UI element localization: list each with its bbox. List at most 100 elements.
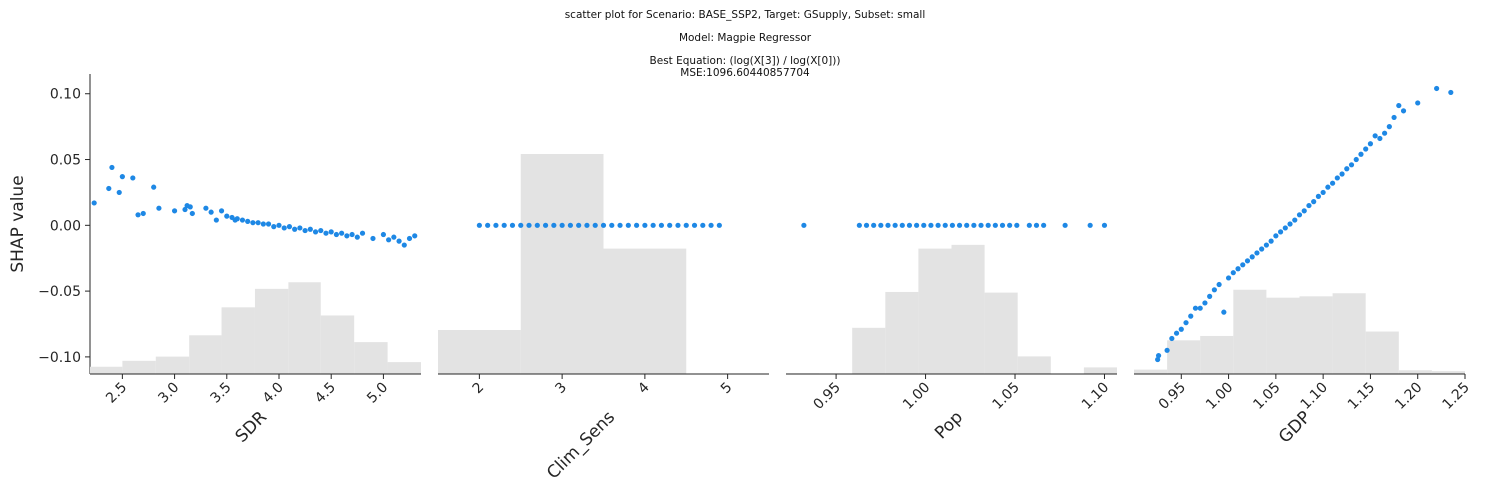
histogram-bar <box>354 342 388 374</box>
scatter-point <box>1225 275 1232 281</box>
x-tick-label: 4.5 <box>312 380 339 407</box>
scatter-point <box>658 222 665 228</box>
scatter-point <box>1192 305 1199 311</box>
histogram-bar <box>1233 289 1267 374</box>
scatter-point <box>691 222 698 228</box>
scatter-point <box>1372 133 1378 139</box>
scatter-point <box>534 222 540 228</box>
scatter-point <box>370 235 376 242</box>
scatter-point <box>1230 270 1236 276</box>
scatter-point <box>1287 221 1293 227</box>
scatter-point <box>885 222 891 228</box>
scatter-point <box>1188 313 1194 319</box>
scatter-point <box>1216 281 1222 288</box>
scatter-point <box>140 210 146 217</box>
scatter-point <box>1282 225 1288 231</box>
x-axis-label: GDP <box>1275 407 1315 447</box>
scatter-point <box>187 204 193 210</box>
scatter-point <box>985 222 991 228</box>
histogram-bar <box>852 327 886 374</box>
histogram-bar <box>603 248 687 374</box>
scatter-point <box>307 226 313 232</box>
scatter-point <box>380 231 387 238</box>
scatter-point <box>359 230 366 236</box>
scatter-point <box>171 208 178 214</box>
y-axis-label: SHAP value <box>8 175 28 272</box>
histogram-bar <box>520 154 604 374</box>
scatter-point <box>1183 320 1189 326</box>
scatter-point <box>1268 238 1274 244</box>
scatter-point <box>526 222 532 228</box>
scatter-point <box>1386 124 1392 130</box>
scatter-point <box>634 222 640 228</box>
x-tick-label: 3.5 <box>208 380 235 407</box>
scatter-point <box>135 212 141 218</box>
histogram-bar <box>155 356 190 374</box>
scatter-point <box>265 221 272 227</box>
histogram-bar <box>438 330 521 374</box>
scatter-point <box>1277 229 1284 235</box>
histogram-bar <box>918 248 952 374</box>
histogram-bar <box>1332 293 1366 374</box>
x-axis-label: SDR <box>232 407 272 447</box>
x-tick-label: 1.15 <box>1345 380 1378 413</box>
scatter-point <box>156 205 162 211</box>
scatter-point <box>551 222 557 228</box>
scatter-point <box>1062 222 1068 228</box>
histogram-bar <box>1083 367 1117 374</box>
scatter-point <box>386 237 392 243</box>
histogram-bar <box>320 315 355 374</box>
scatter-point <box>339 230 345 236</box>
scatter-point <box>584 222 590 228</box>
scatter-point <box>642 222 648 228</box>
y-tick-label: 0.05 <box>50 153 81 169</box>
x-tick-label: 1.05 <box>1250 380 1283 413</box>
histogram-bar <box>951 244 985 374</box>
scatter-point <box>1026 222 1032 228</box>
histogram-bar <box>1299 296 1333 374</box>
scatter-point <box>1334 175 1340 181</box>
histogram-bar <box>885 291 919 374</box>
scatter-point <box>116 189 122 196</box>
scatter-point <box>1348 162 1355 168</box>
scatter-point <box>1396 102 1402 109</box>
scatter-point <box>476 222 482 228</box>
scatter-point <box>109 164 115 171</box>
scatter-point <box>1367 141 1374 147</box>
scatter-point <box>349 231 355 238</box>
scatter-point <box>213 217 219 223</box>
scatter-point <box>1296 212 1303 218</box>
scatter-point <box>1033 222 1040 228</box>
scatter-point <box>1101 222 1108 228</box>
scatter-point <box>1197 305 1203 311</box>
scatter-point <box>412 233 418 239</box>
scatter-point <box>485 222 491 228</box>
scatter-point <box>1178 326 1184 332</box>
scatter-point <box>942 222 948 228</box>
scatter-point <box>1249 254 1255 260</box>
scatter-point <box>234 216 240 222</box>
scatter-point <box>151 184 157 190</box>
scatter-point <box>203 205 209 211</box>
scatter-point <box>1400 108 1407 114</box>
scatter-point <box>1221 309 1227 315</box>
scatter-point <box>700 222 706 228</box>
scatter-point <box>1087 222 1093 228</box>
scatter-point <box>1315 193 1322 199</box>
scatter-point <box>1169 335 1175 342</box>
x-tick-label: 1.05 <box>989 380 1022 413</box>
scatter-point <box>1254 250 1260 256</box>
scatter-point <box>683 222 689 228</box>
histogram-bar <box>221 307 255 374</box>
y-tick-label: −0.05 <box>38 284 81 300</box>
scatter-point <box>1382 130 1388 136</box>
scatter-point <box>493 222 499 228</box>
scatter-point <box>992 222 998 228</box>
scatter-point <box>1353 156 1359 163</box>
scatter-point <box>333 231 340 238</box>
scatter-point <box>1363 146 1369 152</box>
scatter-point <box>1325 184 1331 190</box>
scatter-point <box>312 229 319 235</box>
scatter-point <box>130 175 136 181</box>
